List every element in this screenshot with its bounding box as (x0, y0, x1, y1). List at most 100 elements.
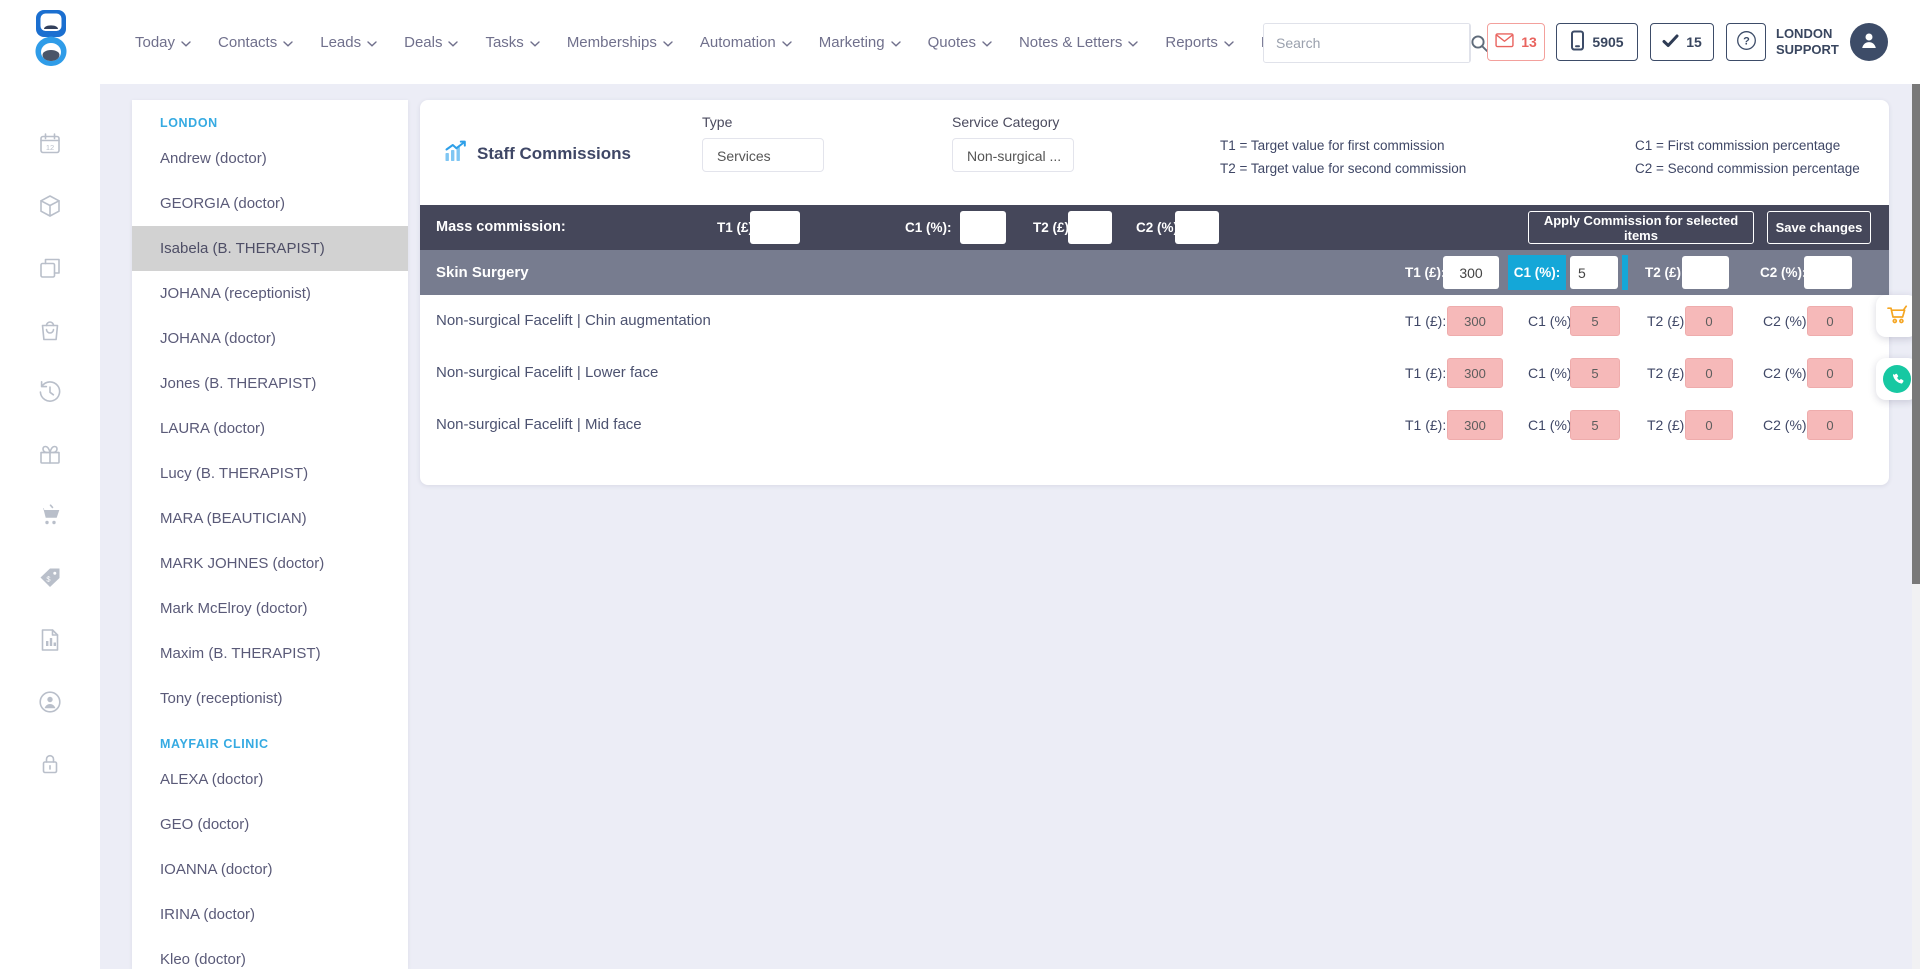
nav-item-today[interactable]: Today (135, 34, 191, 51)
staff-item-maxim-b-therapist[interactable]: Maxim (B. THERAPIST) (160, 645, 321, 662)
copy-icon[interactable] (37, 255, 63, 281)
service-row: Non-surgical Facelift | Mid face T1 (£): C… (420, 399, 1889, 451)
nav-item-contacts[interactable]: Contacts (218, 34, 293, 51)
category-name: Skin Surgery (436, 264, 529, 281)
app-logo[interactable] (28, 9, 74, 75)
messages-button[interactable]: 13 (1487, 23, 1545, 61)
scrollbar-track (1912, 84, 1920, 969)
cat-t2-input[interactable] (1682, 256, 1729, 289)
chevron-down-icon (530, 34, 540, 51)
service-field-input[interactable] (1570, 410, 1620, 440)
field-label: T1 (£): (1405, 365, 1447, 381)
icon-rail: 12 $ (0, 84, 100, 969)
calls-button[interactable]: 5905 (1556, 23, 1638, 61)
staff-item-tony-receptionist[interactable]: Tony (receptionist) (160, 690, 283, 707)
save-changes-button[interactable]: Save changes (1767, 211, 1871, 244)
chart-growth-icon (444, 140, 467, 167)
lock-icon[interactable] (37, 751, 63, 777)
nav-item-marketing[interactable]: Marketing (819, 34, 901, 51)
mass-c1-input[interactable] (960, 211, 1006, 244)
avatar[interactable] (1850, 23, 1888, 61)
price-tag-icon[interactable]: $ (37, 565, 63, 591)
search-input[interactable] (1264, 35, 1469, 51)
call-button[interactable] (1876, 358, 1918, 400)
cat-c2-input[interactable] (1804, 256, 1852, 289)
staff-item-lucy-b-therapist[interactable]: Lucy (B. THERAPIST) (160, 465, 309, 482)
user-name: LONDON SUPPORT (1776, 26, 1839, 57)
chevron-down-icon (782, 34, 792, 51)
pos-cart-button[interactable] (1876, 295, 1918, 337)
nav-item-reports[interactable]: Reports (1165, 34, 1234, 51)
shopping-bag-icon[interactable] (37, 317, 63, 343)
staff-item-irina-doctor[interactable]: IRINA (doctor) (160, 906, 256, 923)
help-button[interactable]: ? (1726, 23, 1766, 61)
staff-item-mark-mcelroy-doctor[interactable]: Mark McElroy (doctor) (160, 600, 308, 617)
service-field-input[interactable] (1685, 410, 1733, 440)
legend-commissions: C1 = First commission percentage C2 = Se… (1635, 138, 1860, 176)
staff-item-laura-doctor[interactable]: LAURA (doctor) (160, 420, 266, 437)
field-label: T1 (£): (1405, 417, 1447, 433)
tasks-button[interactable]: 15 (1650, 23, 1714, 61)
staff-item-andrew-doctor[interactable]: Andrew (doctor) (160, 150, 267, 167)
type-select[interactable]: Services (702, 138, 824, 172)
envelope-icon (1495, 33, 1514, 51)
svg-text:?: ? (1743, 36, 1750, 48)
cat-c1-label-highlighted: C1 (%): (1508, 255, 1566, 290)
nav-item-quotes[interactable]: Quotes (928, 34, 992, 51)
calendar-icon[interactable]: 12 (37, 131, 63, 157)
field-label: C2 (%): (1763, 417, 1811, 433)
service-field-input[interactable] (1570, 306, 1620, 336)
nav-item-tasks[interactable]: Tasks (485, 34, 540, 51)
cat-t1-input[interactable] (1443, 256, 1499, 289)
type-label: Type (702, 114, 733, 130)
staff-item-isabela-b-therapist[interactable]: Isabela (B. THERAPIST) (132, 226, 408, 271)
staff-item-georgia-doctor[interactable]: GEORGIA (doctor) (160, 195, 286, 212)
mass-t2-input[interactable] (1068, 211, 1112, 244)
gift-icon[interactable] (37, 441, 63, 467)
service-field-input[interactable] (1447, 358, 1503, 388)
account-icon[interactable] (37, 689, 63, 715)
staff-item-mark-johnes-doctor[interactable]: MARK JOHNES (doctor) (160, 555, 325, 572)
service-field-input[interactable] (1685, 306, 1733, 336)
service-field-input[interactable] (1807, 410, 1853, 440)
staff-item-jones-b-therapist[interactable]: Jones (B. THERAPIST) (160, 375, 317, 392)
staff-item-johana-receptionist[interactable]: JOHANA (receptionist) (160, 285, 311, 302)
top-bar: Today Contacts Leads Deals Tasks Memberships A… (0, 0, 1920, 84)
staff-item-mara-beautician[interactable]: MARA (BEAUTICIAN) (160, 510, 307, 527)
staff-item-ioanna-doctor[interactable]: IOANNA (doctor) (160, 861, 273, 878)
cat-c1-input-focused[interactable] (1570, 256, 1618, 289)
service-field-input[interactable] (1570, 358, 1620, 388)
cat-t1-label: T1 (£): (1405, 265, 1446, 280)
category-row: Skin Surgery T1 (£): C1 (%): T2 (£): C2 … (420, 250, 1889, 295)
service-name: Non-surgical Facelift | Mid face (436, 416, 642, 433)
staff-item-johana-doctor[interactable]: JOHANA (doctor) (160, 330, 276, 347)
report-icon[interactable] (37, 627, 63, 653)
search-icon[interactable] (1469, 24, 1489, 62)
staff-item-alexa-doctor[interactable]: ALEXA (doctor) (160, 771, 264, 788)
scrollbar-thumb[interactable] (1912, 84, 1920, 584)
package-icon[interactable] (37, 193, 63, 219)
apply-commission-button[interactable]: Apply Commission for selected items (1528, 211, 1754, 244)
nav-item-memberships[interactable]: Memberships (567, 34, 673, 51)
mass-c2-input[interactable] (1175, 211, 1219, 244)
history-icon[interactable] (37, 379, 63, 405)
nav-item-notes-letters[interactable]: Notes & Letters (1019, 34, 1139, 51)
cart-icon[interactable] (37, 503, 63, 529)
nav-item-deals[interactable]: Deals (404, 34, 459, 51)
service-category-label: Service Category (952, 114, 1060, 130)
nav-item-automation[interactable]: Automation (700, 34, 792, 51)
global-search (1263, 23, 1488, 63)
chevron-down-icon (367, 34, 377, 51)
mass-t1-input[interactable] (750, 211, 800, 244)
service-field-input[interactable] (1807, 358, 1853, 388)
service-field-input[interactable] (1685, 358, 1733, 388)
service-field-input[interactable] (1447, 306, 1503, 336)
staff-item-kleo-doctor[interactable]: Kleo (doctor) (160, 951, 246, 968)
staff-item-geo-doctor[interactable]: GEO (doctor) (160, 816, 250, 833)
service-field-input[interactable] (1807, 306, 1853, 336)
service-field-input[interactable] (1447, 410, 1503, 440)
nav-item-leads[interactable]: Leads (320, 34, 377, 51)
service-category-select[interactable]: Non-surgical ... (952, 138, 1074, 172)
calls-count: 5905 (1592, 34, 1624, 50)
mass-commission-label: Mass commission: (436, 219, 566, 235)
